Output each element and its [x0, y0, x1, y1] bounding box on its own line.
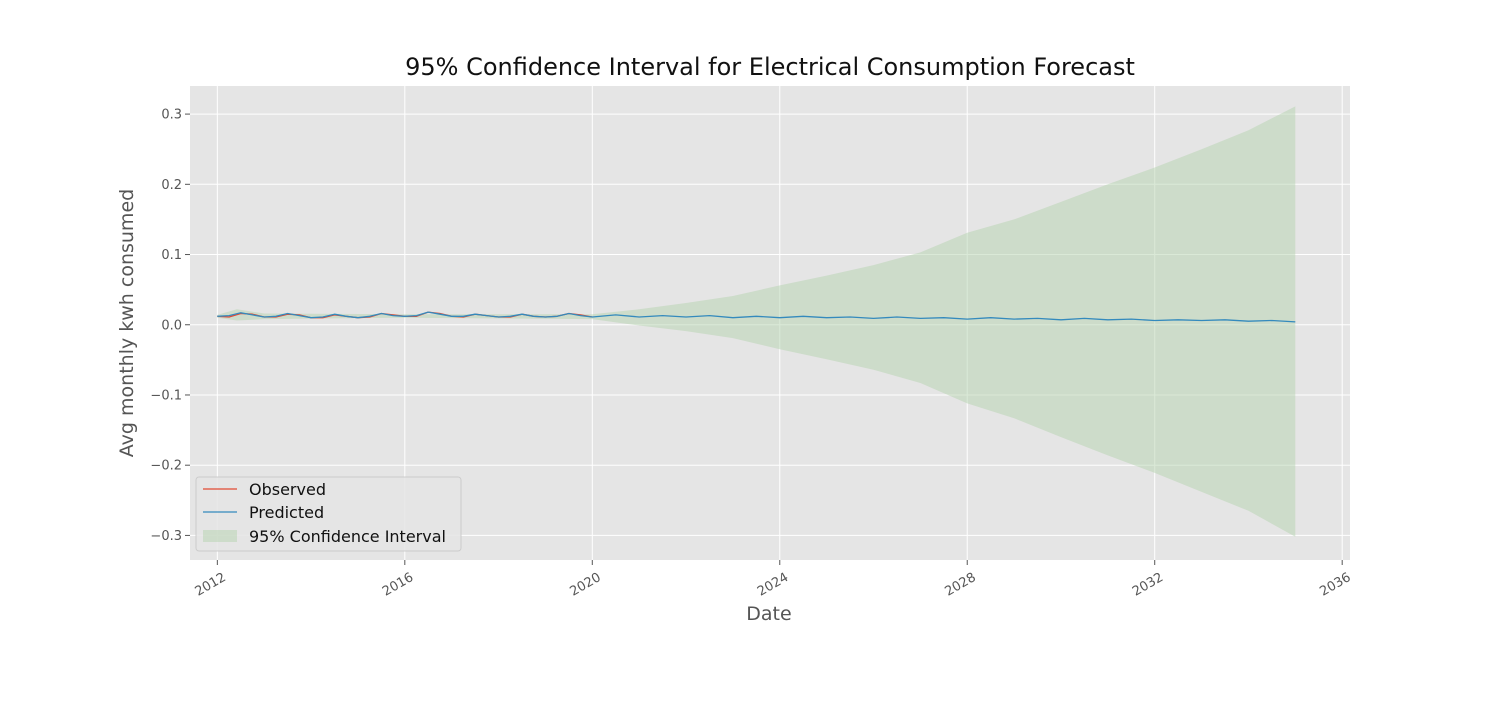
y-tick-labels: 0.3 0.2 0.1 0.0 −0.1 −0.2 −0.3 — [150, 108, 190, 544]
x-tick-label: 2036 — [1317, 570, 1353, 600]
x-tick-label: 2028 — [942, 570, 978, 600]
x-tick-label: 2012 — [193, 570, 229, 600]
series-line-predicted — [217, 311, 1296, 323]
legend: Observed Predicted 95% Confidence Interv… — [195, 476, 462, 552]
y-tick-label: 0.1 — [161, 248, 182, 263]
legend-label-predicted: Predicted — [249, 503, 324, 522]
y-tick-label: 0.3 — [161, 108, 182, 123]
chart-title: 95% Confidence Interval for Electrical C… — [405, 53, 1135, 81]
x-tick-label: 2020 — [568, 570, 604, 600]
legend-box — [195, 476, 462, 552]
legend-swatch-confidence-interval — [203, 530, 237, 542]
legend-label-confidence-interval: 95% Confidence Interval — [249, 527, 446, 546]
confidence-interval-layer — [217, 106, 1296, 537]
x-tick-label: 2024 — [755, 570, 791, 600]
y-tick-label: 0.0 — [161, 318, 182, 333]
x-tick-labels: 2012 2016 2020 2024 2028 2032 2036 — [193, 560, 1354, 600]
legend-label-observed: Observed — [249, 480, 326, 499]
y-axis-label: Avg monthly kwh consumed — [116, 189, 138, 457]
y-tick-label: −0.3 — [150, 529, 182, 544]
y-tick-label: −0.1 — [150, 388, 182, 403]
series-layer — [217, 311, 1296, 323]
y-tick-label: 0.2 — [161, 178, 182, 193]
x-axis-label: Date — [746, 603, 791, 625]
x-tick-label: 2032 — [1130, 570, 1166, 600]
x-tick-label: 2016 — [380, 570, 416, 600]
y-tick-label: −0.2 — [150, 459, 182, 474]
confidence-interval-band — [217, 106, 1296, 537]
